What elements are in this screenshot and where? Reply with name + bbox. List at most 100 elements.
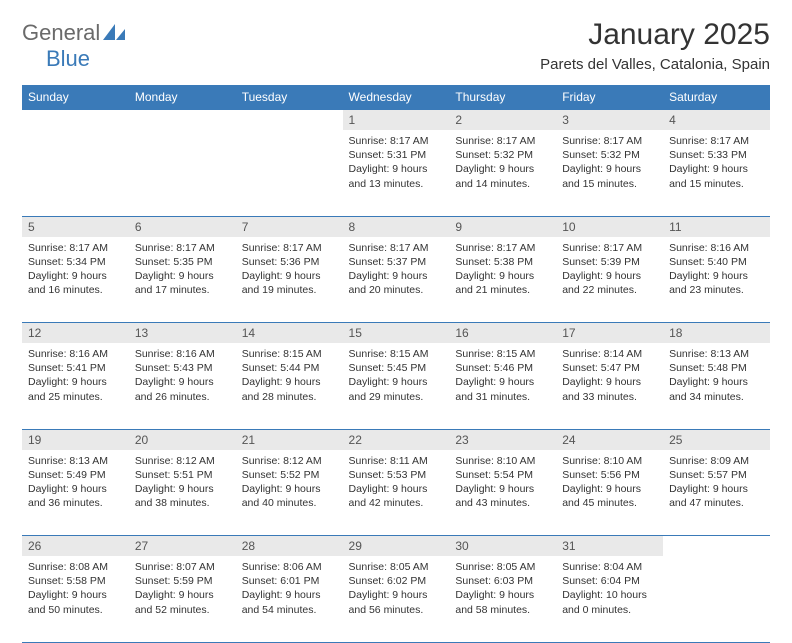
day-details: Sunrise: 8:17 AMSunset: 5:35 PMDaylight:… [135, 241, 230, 298]
day-number-cell: 18 [663, 323, 770, 344]
day-number-cell [22, 110, 129, 131]
day-number-cell: 16 [449, 323, 556, 344]
day-cell: Sunrise: 8:17 AMSunset: 5:34 PMDaylight:… [22, 237, 129, 323]
weekday-header: Saturday [663, 85, 770, 110]
logo-text-general: General [22, 20, 100, 45]
day-number-cell: 17 [556, 323, 663, 344]
day-cell: Sunrise: 8:15 AMSunset: 5:46 PMDaylight:… [449, 343, 556, 429]
day-details: Sunrise: 8:07 AMSunset: 5:59 PMDaylight:… [135, 560, 230, 617]
day-cell: Sunrise: 8:09 AMSunset: 5:57 PMDaylight:… [663, 450, 770, 536]
day-cell: Sunrise: 8:17 AMSunset: 5:38 PMDaylight:… [449, 237, 556, 323]
day-number-cell: 25 [663, 429, 770, 450]
day-details: Sunrise: 8:15 AMSunset: 5:46 PMDaylight:… [455, 347, 550, 404]
day-number-cell: 31 [556, 536, 663, 557]
day-details: Sunrise: 8:16 AMSunset: 5:41 PMDaylight:… [28, 347, 123, 404]
day-number-cell: 10 [556, 216, 663, 237]
day-cell: Sunrise: 8:13 AMSunset: 5:49 PMDaylight:… [22, 450, 129, 536]
logo: General Blue [22, 20, 125, 72]
daynum-row: 1234 [22, 110, 770, 131]
title-block: January 2025 Parets del Valles, Cataloni… [540, 18, 770, 73]
day-details: Sunrise: 8:17 AMSunset: 5:34 PMDaylight:… [28, 241, 123, 298]
day-number-cell: 11 [663, 216, 770, 237]
day-details: Sunrise: 8:17 AMSunset: 5:32 PMDaylight:… [562, 134, 657, 191]
day-cell: Sunrise: 8:17 AMSunset: 5:37 PMDaylight:… [343, 237, 450, 323]
day-content-row: Sunrise: 8:08 AMSunset: 5:58 PMDaylight:… [22, 556, 770, 642]
logo-sail-icon [103, 24, 125, 40]
daynum-row: 12131415161718 [22, 323, 770, 344]
day-number-cell: 21 [236, 429, 343, 450]
day-details: Sunrise: 8:10 AMSunset: 5:54 PMDaylight:… [455, 454, 550, 511]
day-number-cell: 14 [236, 323, 343, 344]
day-number-cell: 3 [556, 110, 663, 131]
day-cell: Sunrise: 8:06 AMSunset: 6:01 PMDaylight:… [236, 556, 343, 642]
day-number-cell: 29 [343, 536, 450, 557]
daynum-row: 19202122232425 [22, 429, 770, 450]
day-number-cell: 15 [343, 323, 450, 344]
daynum-row: 567891011 [22, 216, 770, 237]
weekday-header: Wednesday [343, 85, 450, 110]
day-cell: Sunrise: 8:11 AMSunset: 5:53 PMDaylight:… [343, 450, 450, 536]
day-cell: Sunrise: 8:17 AMSunset: 5:35 PMDaylight:… [129, 237, 236, 323]
day-cell: Sunrise: 8:10 AMSunset: 5:56 PMDaylight:… [556, 450, 663, 536]
day-details: Sunrise: 8:08 AMSunset: 5:58 PMDaylight:… [28, 560, 123, 617]
day-cell: Sunrise: 8:17 AMSunset: 5:39 PMDaylight:… [556, 237, 663, 323]
day-number-cell [129, 110, 236, 131]
day-details: Sunrise: 8:04 AMSunset: 6:04 PMDaylight:… [562, 560, 657, 617]
day-cell: Sunrise: 8:17 AMSunset: 5:31 PMDaylight:… [343, 130, 450, 216]
day-details: Sunrise: 8:10 AMSunset: 5:56 PMDaylight:… [562, 454, 657, 511]
day-number-cell: 20 [129, 429, 236, 450]
day-content-row: Sunrise: 8:13 AMSunset: 5:49 PMDaylight:… [22, 450, 770, 536]
day-cell: Sunrise: 8:15 AMSunset: 5:45 PMDaylight:… [343, 343, 450, 429]
day-details: Sunrise: 8:05 AMSunset: 6:02 PMDaylight:… [349, 560, 444, 617]
day-details: Sunrise: 8:12 AMSunset: 5:52 PMDaylight:… [242, 454, 337, 511]
day-cell: Sunrise: 8:16 AMSunset: 5:40 PMDaylight:… [663, 237, 770, 323]
weekday-header: Thursday [449, 85, 556, 110]
day-details: Sunrise: 8:17 AMSunset: 5:38 PMDaylight:… [455, 241, 550, 298]
day-content-row: Sunrise: 8:16 AMSunset: 5:41 PMDaylight:… [22, 343, 770, 429]
day-cell: Sunrise: 8:16 AMSunset: 5:41 PMDaylight:… [22, 343, 129, 429]
day-details: Sunrise: 8:14 AMSunset: 5:47 PMDaylight:… [562, 347, 657, 404]
day-cell: Sunrise: 8:12 AMSunset: 5:52 PMDaylight:… [236, 450, 343, 536]
day-number-cell: 27 [129, 536, 236, 557]
calendar-table: SundayMondayTuesdayWednesdayThursdayFrid… [22, 85, 770, 643]
day-number-cell: 19 [22, 429, 129, 450]
day-details: Sunrise: 8:17 AMSunset: 5:32 PMDaylight:… [455, 134, 550, 191]
day-number-cell [236, 110, 343, 131]
day-number-cell: 5 [22, 216, 129, 237]
day-number-cell: 4 [663, 110, 770, 131]
day-cell: Sunrise: 8:17 AMSunset: 5:32 PMDaylight:… [556, 130, 663, 216]
day-details: Sunrise: 8:16 AMSunset: 5:40 PMDaylight:… [669, 241, 764, 298]
day-details: Sunrise: 8:17 AMSunset: 5:36 PMDaylight:… [242, 241, 337, 298]
day-cell: Sunrise: 8:12 AMSunset: 5:51 PMDaylight:… [129, 450, 236, 536]
weekday-header: Friday [556, 85, 663, 110]
day-details: Sunrise: 8:05 AMSunset: 6:03 PMDaylight:… [455, 560, 550, 617]
day-cell [129, 130, 236, 216]
logo-text-blue: Blue [46, 46, 90, 71]
day-cell: Sunrise: 8:17 AMSunset: 5:33 PMDaylight:… [663, 130, 770, 216]
day-cell: Sunrise: 8:13 AMSunset: 5:48 PMDaylight:… [663, 343, 770, 429]
day-cell: Sunrise: 8:15 AMSunset: 5:44 PMDaylight:… [236, 343, 343, 429]
day-content-row: Sunrise: 8:17 AMSunset: 5:31 PMDaylight:… [22, 130, 770, 216]
location-text: Parets del Valles, Catalonia, Spain [540, 56, 770, 73]
logo-text-wrap: General Blue [22, 20, 125, 72]
day-number-cell: 6 [129, 216, 236, 237]
day-cell: Sunrise: 8:05 AMSunset: 6:03 PMDaylight:… [449, 556, 556, 642]
day-details: Sunrise: 8:11 AMSunset: 5:53 PMDaylight:… [349, 454, 444, 511]
day-cell [236, 130, 343, 216]
day-cell: Sunrise: 8:16 AMSunset: 5:43 PMDaylight:… [129, 343, 236, 429]
header: General Blue January 2025 Parets del Val… [22, 18, 770, 73]
day-number-cell: 24 [556, 429, 663, 450]
day-number-cell: 23 [449, 429, 556, 450]
day-details: Sunrise: 8:15 AMSunset: 5:45 PMDaylight:… [349, 347, 444, 404]
day-details: Sunrise: 8:15 AMSunset: 5:44 PMDaylight:… [242, 347, 337, 404]
day-number-cell: 28 [236, 536, 343, 557]
month-title: January 2025 [540, 18, 770, 52]
day-content-row: Sunrise: 8:17 AMSunset: 5:34 PMDaylight:… [22, 237, 770, 323]
day-number-cell: 2 [449, 110, 556, 131]
day-details: Sunrise: 8:06 AMSunset: 6:01 PMDaylight:… [242, 560, 337, 617]
day-cell: Sunrise: 8:07 AMSunset: 5:59 PMDaylight:… [129, 556, 236, 642]
day-cell: Sunrise: 8:08 AMSunset: 5:58 PMDaylight:… [22, 556, 129, 642]
day-details: Sunrise: 8:13 AMSunset: 5:48 PMDaylight:… [669, 347, 764, 404]
day-cell: Sunrise: 8:10 AMSunset: 5:54 PMDaylight:… [449, 450, 556, 536]
day-number-cell: 13 [129, 323, 236, 344]
